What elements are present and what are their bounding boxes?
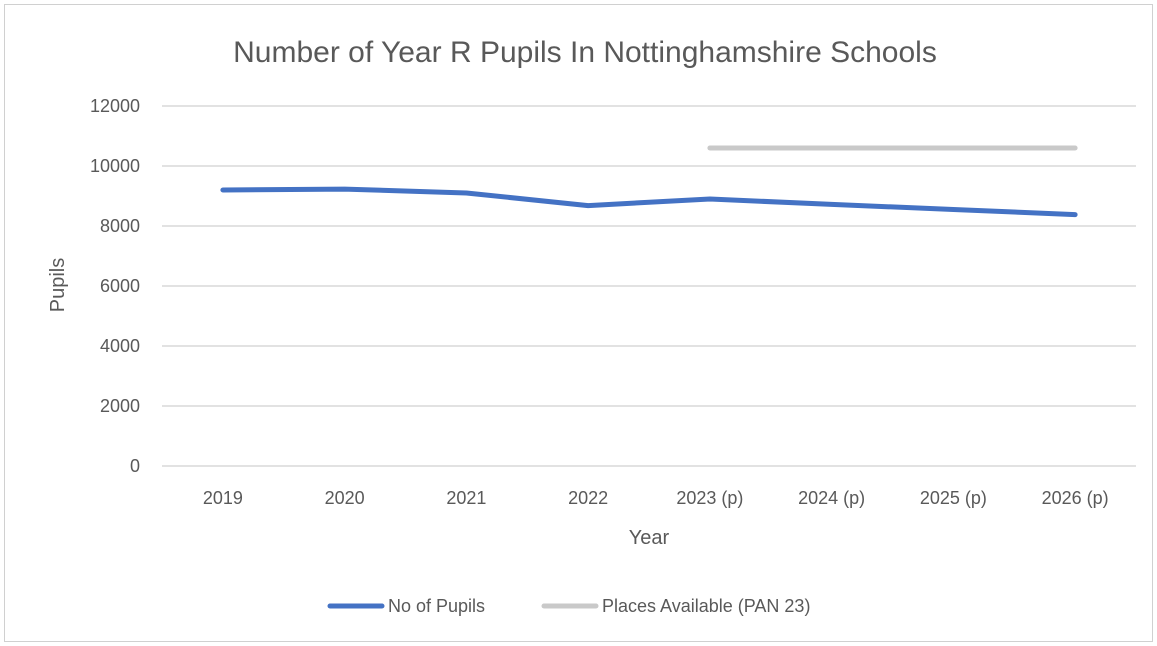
chart-frame: [4, 4, 1153, 642]
y-tick-label: 4000: [100, 336, 140, 356]
x-tick-label: 2025 (p): [920, 488, 987, 508]
legend-label: Places Available (PAN 23): [602, 596, 810, 616]
y-tick-label: 8000: [100, 216, 140, 236]
y-tick-label: 2000: [100, 396, 140, 416]
series-line-0: [220, 186, 1078, 218]
y-tick-label: 12000: [90, 96, 140, 116]
x-tick-label: 2024 (p): [798, 488, 865, 508]
legend-label: No of Pupils: [388, 596, 485, 616]
x-axis-label: Year: [629, 527, 670, 549]
x-axis-ticks: 2019 2020 2021 2022 2023 (p) 2024 (p) 2025 (p)…: [203, 488, 1109, 508]
y-axis-ticks: 0 2000 4000 6000 8000 10000 12000: [90, 96, 140, 476]
x-tick-label: 2022: [568, 488, 608, 508]
y-tick-label: 10000: [90, 156, 140, 176]
series-lines: [220, 145, 1078, 218]
x-tick-label: 2020: [325, 488, 365, 508]
y-tick-label: 0: [130, 456, 140, 476]
gridlines: [162, 105, 1136, 467]
x-tick-label: 2026 (p): [1042, 488, 1109, 508]
legend: No of Pupils Places Available (PAN 23): [327, 596, 810, 616]
x-tick-label: 2019: [203, 488, 243, 508]
y-tick-label: 6000: [100, 276, 140, 296]
y-axis-label: Pupils: [47, 258, 69, 312]
chart-title: Number of Year R Pupils In Nottinghamshi…: [233, 36, 937, 69]
x-tick-label: 2021: [446, 488, 486, 508]
x-tick-label: 2023 (p): [676, 488, 743, 508]
